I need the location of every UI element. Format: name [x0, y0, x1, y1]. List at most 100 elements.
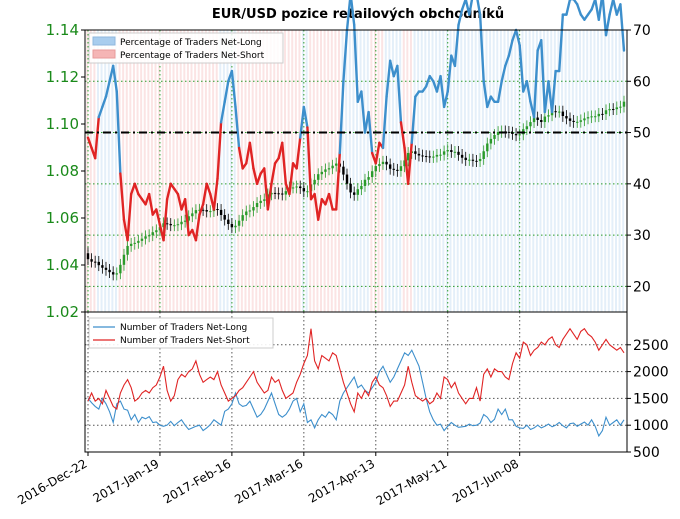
candle-body: [241, 215, 244, 221]
sentiment-band: [215, 30, 218, 312]
percentage-segment: [111, 64, 118, 93]
candle-body: [468, 159, 471, 161]
right-axis-bottom: 500 1000 1500 2000 2500: [627, 338, 669, 461]
candle-body: [317, 174, 320, 180]
percentage-segment: [237, 146, 244, 170]
percentage-segment: [205, 182, 212, 196]
candle-body: [378, 164, 381, 167]
percentage-segment: [266, 182, 273, 211]
sentiment-band: [618, 30, 621, 312]
sentiment-band: [352, 30, 355, 312]
sentiment-band: [186, 30, 189, 312]
candle-body: [126, 245, 129, 255]
candle-body: [457, 151, 460, 155]
percentage-segment: [550, 69, 557, 114]
percentage-segment: [183, 197, 190, 237]
percentage-segment: [482, 80, 489, 109]
percentage-segment: [147, 192, 154, 216]
candle-body: [270, 192, 273, 195]
sentiment-band: [564, 30, 567, 312]
candle-body: [342, 166, 345, 175]
sentiment-band: [258, 30, 261, 312]
candle-body: [392, 168, 395, 170]
candle-body: [561, 111, 565, 117]
x-tick-label: 2017-Feb-16: [161, 456, 234, 506]
left-tick-label: 1.10: [46, 115, 79, 133]
percentage-segment: [176, 192, 183, 211]
percentage-segment: [263, 167, 270, 211]
candle-body: [604, 110, 608, 115]
candle-body: [302, 188, 306, 192]
right-tick-label: 60: [633, 74, 651, 90]
sentiment-band: [438, 30, 441, 312]
percentage-segment: [424, 74, 431, 88]
candle-body: [525, 126, 529, 130]
left-tick-label: 1.04: [46, 256, 79, 274]
candle-body: [162, 223, 165, 228]
candle-body: [345, 174, 349, 184]
sentiment-band: [269, 30, 272, 312]
candle-body: [291, 187, 295, 189]
candle-body: [219, 209, 223, 215]
sentiment-band: [244, 30, 247, 312]
candle-body: [442, 151, 446, 155]
left-tick-label: 1.14: [46, 21, 79, 39]
sentiment-band: [489, 30, 492, 312]
candle-body: [97, 261, 100, 266]
candle-body: [327, 168, 331, 170]
x-tick-label: 2016-Dec-22: [15, 456, 89, 507]
sentiment-band: [86, 30, 89, 312]
candle-body: [119, 264, 122, 274]
percentage-segment: [350, 0, 356, 27]
percentage-segment: [367, 110, 374, 155]
sentiment-band: [413, 30, 416, 312]
bottom-panel: 500 1000 1500 2000 2500 Number of Traders Ne…: [84, 311, 669, 461]
sentiment-band: [226, 30, 229, 312]
candle-body: [421, 155, 424, 157]
candle-body: [86, 253, 90, 260]
percentage-segment: [507, 39, 514, 57]
percentage-segment: [532, 49, 539, 119]
percentage-segment: [248, 141, 255, 170]
candle-body: [514, 133, 518, 136]
candle-body: [201, 209, 205, 211]
candle-body: [313, 179, 316, 185]
legend-bottom-box: [88, 317, 274, 349]
candle-body: [453, 151, 457, 153]
sentiment-band: [190, 30, 193, 312]
sentiment-band: [233, 30, 236, 312]
percentage-segment: [612, 0, 619, 16]
sentiment-band: [471, 30, 474, 312]
sentiment-band: [330, 30, 333, 312]
sentiment-band: [345, 30, 348, 312]
sentiment-band: [183, 30, 186, 312]
sentiment-band: [492, 30, 495, 312]
candle-body: [248, 210, 252, 212]
percentage-segment: [442, 90, 449, 109]
candle-body: [417, 153, 421, 156]
right-tick-label: 50: [633, 126, 651, 142]
candle-body: [259, 200, 262, 204]
percentage-segment: [558, 13, 565, 73]
sentiment-band: [417, 30, 420, 312]
sentiment-band: [168, 30, 171, 312]
candle-body: [187, 216, 190, 221]
candle-body: [227, 219, 230, 225]
sentiment-band: [420, 30, 423, 312]
sentiment-band: [525, 30, 528, 312]
sentiment-band: [201, 30, 204, 312]
percentage-segment: [115, 90, 122, 175]
candle-body: [169, 223, 172, 226]
candle-body: [324, 169, 327, 172]
percentage-segment: [295, 136, 302, 170]
sentiment-band: [276, 30, 279, 312]
percentage-segment: [514, 28, 521, 47]
bottom-frame: [84, 311, 628, 453]
sentiment-band: [557, 30, 560, 312]
candle-body: [597, 113, 601, 117]
percentage-segment: [338, 80, 345, 155]
percentage-segment: [439, 74, 446, 109]
sentiment-band: [150, 30, 153, 312]
percentage-segment: [374, 141, 381, 165]
